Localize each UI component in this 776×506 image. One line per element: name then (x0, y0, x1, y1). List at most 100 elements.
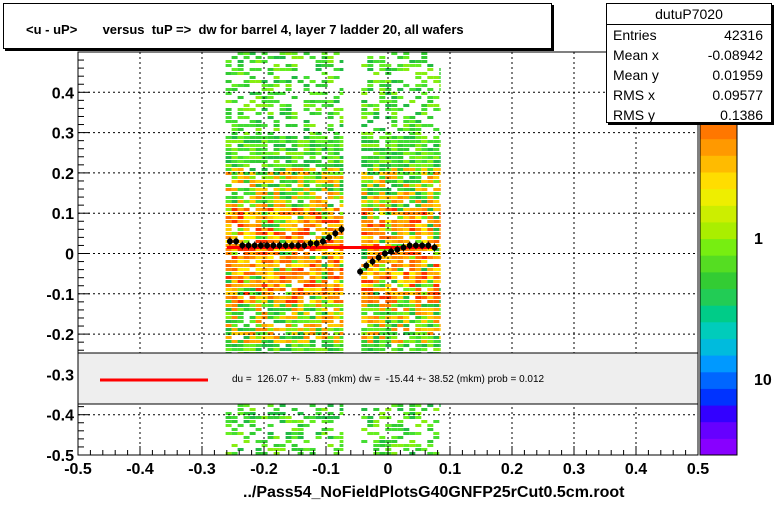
heat-cell (273, 184, 280, 187)
color-scale-cell (700, 405, 737, 423)
heat-cell (339, 264, 344, 267)
heat-cell (361, 272, 368, 275)
heat-cell (427, 192, 434, 195)
heat-cell (261, 332, 268, 335)
heat-cell (321, 344, 328, 347)
heat-cell (273, 84, 280, 87)
heat-cell (391, 276, 398, 279)
heat-cell (321, 336, 328, 339)
heat-cell (303, 76, 310, 79)
heat-cell (237, 304, 244, 307)
heat-cell (243, 208, 250, 211)
heat-cell (231, 340, 238, 343)
heat-cell (439, 264, 441, 267)
heat-cell (237, 220, 244, 223)
heat-cell (327, 140, 334, 143)
heat-cell (367, 64, 374, 67)
y-tick-label: 0.1 (52, 206, 74, 223)
heat-cell (391, 204, 398, 207)
heat-cell (373, 452, 380, 455)
heat-cell (397, 212, 404, 215)
heat-cell (391, 272, 398, 275)
heat-cell (249, 148, 256, 151)
heat-cell (315, 144, 322, 147)
heat-cell (279, 312, 286, 315)
heat-cell (403, 148, 410, 151)
heat-cell (439, 192, 441, 195)
heat-cell (309, 144, 316, 147)
heat-cell (385, 260, 392, 263)
heat-cell (391, 232, 398, 235)
heat-cell (415, 424, 422, 427)
heat-cell (309, 272, 316, 275)
heat-cell (297, 336, 304, 339)
heat-cell (421, 164, 428, 167)
heat-cell (279, 188, 286, 191)
heat-cell (267, 88, 274, 91)
heat-cell (397, 216, 404, 219)
heat-cell (243, 84, 250, 87)
heat-cell (403, 120, 410, 123)
heat-cell (333, 276, 340, 279)
stats-value: -0.08942 (707, 47, 763, 63)
heat-cell (439, 224, 441, 227)
heat-cell (243, 404, 250, 407)
heat-cell (237, 316, 244, 319)
heat-cell (321, 136, 328, 139)
heat-cell (303, 108, 310, 111)
heat-cell (339, 188, 344, 191)
heat-cell (273, 436, 280, 439)
heat-cell (373, 116, 380, 119)
heat-cell (261, 228, 268, 231)
heat-cell (225, 92, 232, 95)
x-tick-label: -0.5 (64, 461, 92, 478)
heat-cell (415, 256, 422, 259)
heat-cell (249, 348, 256, 351)
heat-cell (409, 312, 416, 315)
heat-cell (379, 264, 386, 267)
heat-cell (231, 320, 238, 323)
heat-cell (273, 176, 280, 179)
heat-cell (327, 264, 334, 267)
heat-cell (327, 328, 334, 331)
heat-cell (339, 440, 344, 443)
heat-cell (367, 432, 374, 435)
heat-cell (427, 124, 434, 127)
heat-cell (261, 256, 268, 259)
heat-cell (409, 164, 416, 167)
heat-cell (439, 308, 441, 311)
heat-cell (225, 272, 232, 275)
heat-cell (361, 92, 368, 95)
heat-cell (303, 184, 310, 187)
heat-cell (439, 204, 441, 207)
heat-cell (409, 160, 416, 163)
heat-cell (231, 244, 238, 247)
heat-cell (361, 248, 368, 251)
heat-cell (367, 196, 374, 199)
heat-cell (327, 64, 334, 67)
heat-cell (433, 192, 440, 195)
heat-cell (333, 300, 340, 303)
heat-cell (309, 348, 316, 351)
heat-cell (321, 348, 328, 351)
heat-cell (321, 312, 328, 315)
heat-cell (421, 312, 428, 315)
heat-cell (385, 80, 392, 83)
heat-cell (297, 348, 304, 351)
heat-cell (421, 272, 428, 275)
heat-cell (403, 272, 410, 275)
heat-cell (261, 444, 268, 447)
heat-cell (237, 176, 244, 179)
heat-cell (397, 208, 404, 211)
heat-cell (397, 248, 404, 251)
heat-cell (273, 284, 280, 287)
heat-cell (397, 56, 404, 59)
heat-cell (285, 300, 292, 303)
heat-cell (267, 164, 274, 167)
heat-cell (403, 300, 410, 303)
heat-cell (391, 288, 398, 291)
heat-cell (391, 348, 398, 351)
heat-cell (427, 264, 434, 267)
heat-cell (367, 120, 374, 123)
heat-cell (339, 176, 344, 179)
